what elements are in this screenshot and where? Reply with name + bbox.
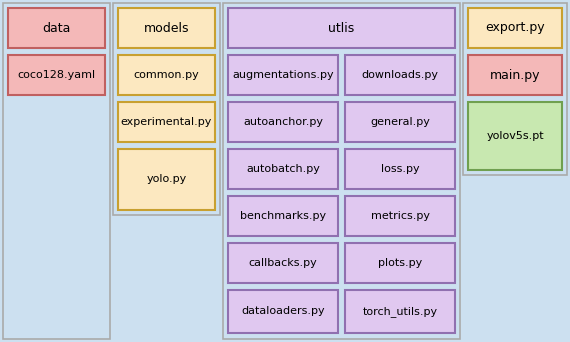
Text: plots.py: plots.py xyxy=(378,258,422,268)
FancyBboxPatch shape xyxy=(345,55,455,95)
FancyBboxPatch shape xyxy=(118,55,215,95)
Text: augmentations.py: augmentations.py xyxy=(232,70,334,80)
FancyBboxPatch shape xyxy=(113,3,220,215)
FancyBboxPatch shape xyxy=(228,196,338,236)
FancyBboxPatch shape xyxy=(468,102,562,170)
FancyBboxPatch shape xyxy=(228,290,338,333)
Text: data: data xyxy=(42,22,71,35)
FancyBboxPatch shape xyxy=(228,55,338,95)
Text: main.py: main.py xyxy=(490,68,540,81)
Text: metrics.py: metrics.py xyxy=(370,211,430,221)
Text: autobatch.py: autobatch.py xyxy=(246,164,320,174)
FancyBboxPatch shape xyxy=(345,290,455,333)
FancyBboxPatch shape xyxy=(345,149,455,189)
Text: benchmarks.py: benchmarks.py xyxy=(240,211,326,221)
FancyBboxPatch shape xyxy=(468,8,562,48)
FancyBboxPatch shape xyxy=(228,102,338,142)
Text: dataloaders.py: dataloaders.py xyxy=(241,306,325,316)
Text: coco128.yaml: coco128.yaml xyxy=(18,70,96,80)
FancyBboxPatch shape xyxy=(345,196,455,236)
FancyBboxPatch shape xyxy=(228,149,338,189)
FancyBboxPatch shape xyxy=(463,3,567,175)
Text: general.py: general.py xyxy=(370,117,430,127)
FancyBboxPatch shape xyxy=(228,8,455,48)
Text: yolov5s.pt: yolov5s.pt xyxy=(486,131,544,141)
FancyBboxPatch shape xyxy=(118,102,215,142)
Text: downloads.py: downloads.py xyxy=(361,70,438,80)
FancyBboxPatch shape xyxy=(8,55,105,95)
Text: torch_utils.py: torch_utils.py xyxy=(363,306,438,317)
Text: yolo.py: yolo.py xyxy=(146,174,186,184)
Text: models: models xyxy=(144,22,189,35)
Text: callbacks.py: callbacks.py xyxy=(249,258,317,268)
Text: experimental.py: experimental.py xyxy=(121,117,212,127)
Text: utlis: utlis xyxy=(328,22,355,35)
Text: common.py: common.py xyxy=(133,70,199,80)
FancyBboxPatch shape xyxy=(468,55,562,95)
FancyBboxPatch shape xyxy=(118,149,215,210)
Text: export.py: export.py xyxy=(485,22,545,35)
FancyBboxPatch shape xyxy=(223,3,460,339)
FancyBboxPatch shape xyxy=(345,102,455,142)
FancyBboxPatch shape xyxy=(228,243,338,283)
FancyBboxPatch shape xyxy=(345,243,455,283)
FancyBboxPatch shape xyxy=(3,3,110,339)
FancyBboxPatch shape xyxy=(8,8,105,48)
Text: loss.py: loss.py xyxy=(381,164,420,174)
FancyBboxPatch shape xyxy=(118,8,215,48)
Text: autoanchor.py: autoanchor.py xyxy=(243,117,323,127)
